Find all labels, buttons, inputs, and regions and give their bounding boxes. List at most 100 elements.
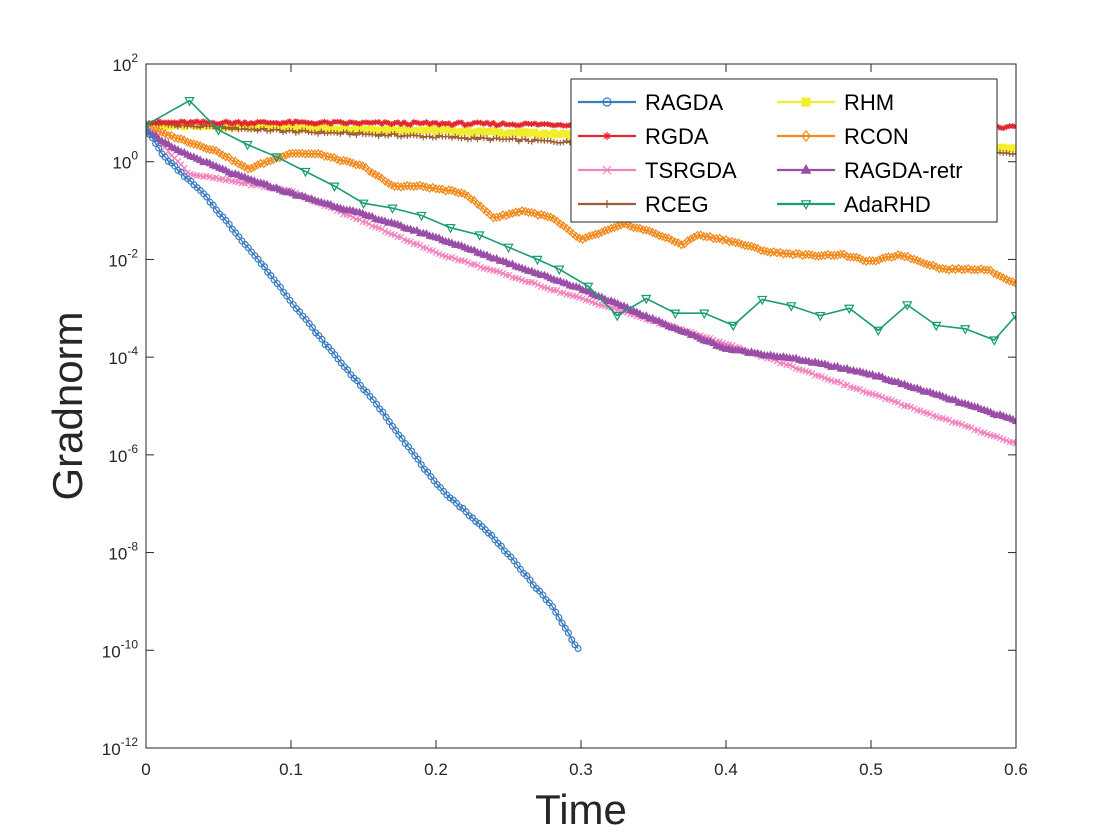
data-point (299, 119, 306, 125)
data-point (356, 120, 363, 127)
data-point (1013, 150, 1016, 157)
data-point (216, 120, 223, 127)
data-point (410, 119, 417, 125)
data-point (358, 199, 369, 210)
data-point (353, 120, 360, 126)
data-point (1009, 123, 1016, 129)
data-point (488, 531, 496, 539)
data-point (856, 253, 864, 264)
data-point (423, 244, 430, 252)
data-point (417, 461, 425, 469)
data-point (280, 119, 286, 126)
data-point (591, 229, 599, 240)
data-point (392, 426, 400, 434)
data-point (535, 121, 541, 128)
data-point (167, 130, 176, 141)
data-point (261, 118, 267, 125)
data-point (420, 134, 427, 141)
data-point (563, 223, 571, 234)
data-point (798, 250, 807, 261)
data-point (483, 207, 491, 217)
data-point (312, 129, 318, 136)
data-point (372, 131, 379, 138)
data-point (305, 120, 312, 126)
data-point (455, 134, 462, 141)
data-point (690, 232, 698, 242)
data-point (902, 301, 913, 311)
data-point (509, 121, 516, 128)
data-point (400, 181, 408, 191)
data-point (856, 385, 864, 393)
data-point (263, 156, 271, 167)
data-point (254, 255, 262, 263)
data-point (296, 129, 302, 135)
legend-items: RAGDA RHM RGDA RCON TSRGDA RAGDA-retr RCEG AdaR… (578, 90, 963, 217)
data-point (917, 407, 924, 414)
data-point (493, 122, 500, 129)
x-tick-label: 0.2 (424, 760, 448, 779)
data-point (464, 121, 471, 128)
data-point (283, 128, 290, 135)
legend-label: RCON (844, 124, 909, 149)
data-point (347, 119, 353, 126)
data-point (385, 119, 392, 126)
data-point (212, 145, 220, 156)
data-point (534, 210, 542, 220)
data-point (155, 118, 162, 125)
data-point (271, 153, 282, 163)
y-tick-label: 102 (112, 51, 138, 75)
data-point (512, 122, 519, 129)
data-point (318, 128, 325, 135)
data-point (225, 124, 232, 131)
data-point (231, 156, 239, 167)
data-point (617, 220, 625, 230)
data-point (445, 224, 456, 234)
data-point (574, 644, 582, 652)
data-point (407, 238, 414, 246)
data-point (235, 118, 242, 125)
data-point (155, 144, 163, 152)
data-point (254, 127, 261, 134)
data-point (238, 121, 245, 127)
data-point (844, 304, 855, 315)
data-point (190, 119, 197, 126)
data-point (531, 208, 539, 218)
data-point (588, 230, 596, 241)
data-point (607, 223, 615, 234)
data-point (152, 140, 160, 148)
data-point (496, 212, 504, 222)
data-point (315, 120, 321, 127)
data-point (563, 138, 570, 144)
data-point (184, 120, 191, 127)
y-tick-label: 10-6 (108, 442, 138, 466)
data-point (375, 119, 382, 125)
data-point (336, 156, 345, 166)
data-point (598, 227, 606, 237)
data-point (222, 125, 229, 132)
data-point (958, 421, 966, 428)
data-point (372, 119, 379, 126)
data-point (1003, 124, 1010, 130)
data-point (414, 455, 422, 463)
data-point (375, 133, 382, 140)
data-point (480, 120, 487, 127)
data-point (464, 259, 472, 266)
data-point (343, 120, 350, 127)
data-point (165, 119, 172, 126)
data-point (528, 138, 535, 145)
data-point (471, 119, 478, 126)
data-point (241, 119, 248, 126)
data-point (569, 229, 577, 239)
data-point (161, 128, 169, 139)
data-point (528, 121, 535, 128)
data-point (261, 125, 267, 132)
data-point (331, 118, 337, 125)
data-point (512, 135, 519, 142)
legend-marker (801, 97, 811, 107)
data-point (1000, 125, 1007, 132)
data-point (539, 591, 547, 599)
data-point (613, 221, 622, 231)
data-point (818, 373, 825, 380)
data-point (814, 251, 823, 261)
data-point (487, 137, 494, 144)
